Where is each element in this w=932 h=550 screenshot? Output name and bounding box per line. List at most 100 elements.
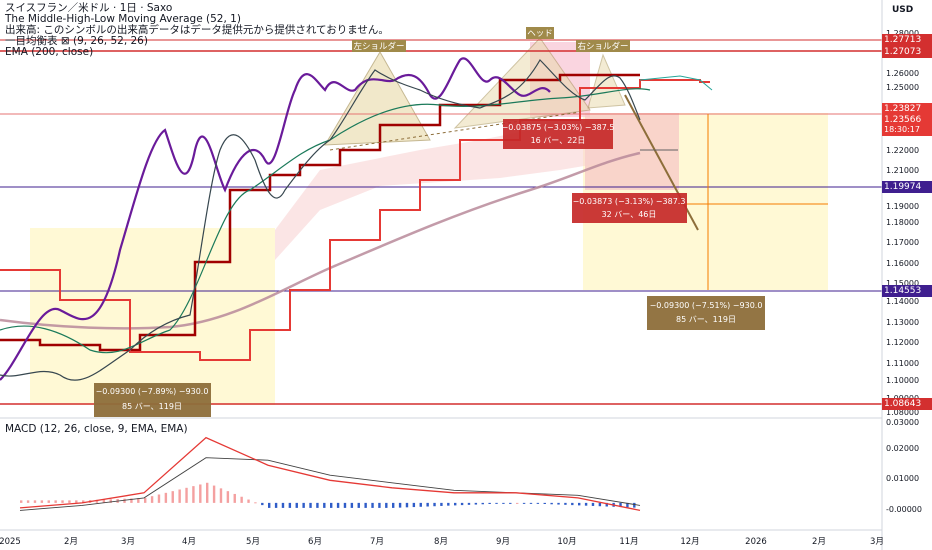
macd-title: MACD (12, 26, close, 9, EMA, EMA) [5,423,188,435]
price-tick-label: 1.19000 [886,202,919,211]
macd-histogram-bar [371,502,374,508]
macd-histogram-bar [336,502,340,508]
price-badge-119974: 1.19974 [882,181,932,193]
price-tick-label: 1.21000 [886,166,919,175]
macd-histogram-bar [454,502,457,506]
measure-3-line1: −0.09300 (−7.51%) −930.0 [650,301,763,310]
macd-histogram-bar [626,502,629,508]
macd-histogram-bar [295,502,298,508]
macd-histogram-bar [309,502,312,508]
macd-tick-label: 0.02000 [886,444,919,453]
macd-histogram-bar [130,498,133,503]
macd-histogram-bar [330,502,333,508]
macd-histogram-bar [178,489,181,503]
price-tick-label: 1.13000 [886,318,919,327]
macd-histogram-bar [571,502,574,506]
macd-histogram-bar [274,502,278,508]
price-badge-108643: 1.08643 [882,398,932,410]
macd-histogram-bar [281,502,285,508]
macd-tick-label: 0.01000 [886,474,919,483]
left-shoulder-label: 左ショルダー [353,41,404,52]
macd-histogram-bar [247,499,250,503]
macd-histogram-bar [157,494,161,503]
macd-histogram-bar [543,502,546,504]
macd-histogram-bar [261,502,264,506]
price-axis-ticks: 1.28000 1.26000 1.25000 1.22000 1.21000 1.190… [886,29,919,417]
time-tick-label: 12月 [680,537,699,547]
price-tick-label: 1.10000 [886,376,919,385]
macd-histogram-bar [419,502,422,507]
macd-histogram-bar [212,485,216,503]
volume-notice: 出来高: このシンボルの出来高データはデータ提供元から提供されておりません。 [5,24,389,36]
right-shoulder-label: 右ショルダー [577,41,628,52]
macd-histogram-bar [240,496,243,503]
head-label-box [526,27,554,39]
macd-histogram-bar [343,502,347,508]
right-shoulder-triangle [587,53,626,109]
price-tick-label: 1.22000 [886,146,919,155]
time-tick-label: 7月 [370,537,384,547]
measure-2-line1: −0.03873 (−3.13%) −387.3 [573,197,686,206]
macd-histogram-bar [164,492,168,503]
chikou-line [0,57,551,381]
measure-box-1-bg [503,119,613,149]
time-tick-label: 2026 [745,537,767,547]
macd-histogram-bar [522,502,526,504]
measure-3-line2: 85 バー、119日 [676,315,736,324]
macd-histogram-bar [40,500,44,503]
time-tick-label: 2月 [64,537,78,547]
macd-histogram-bar [54,500,57,503]
macd-line [19,436,641,512]
price-tick-label: 1.25000 [886,83,919,92]
indicator-ichimoku: 一目均衡表 ⊠ (9, 26, 52, 26) [5,35,148,47]
macd-histogram-bar [288,502,292,508]
macd-histogram-bar [316,502,319,508]
macd-histogram-bar [433,502,436,507]
macd-histogram-bar [102,499,106,503]
time-tick-label: 4月 [182,537,196,547]
macd-histogram-bar [509,502,512,504]
macd-signal-line [19,457,641,511]
tenkan-line [0,88,651,354]
price-tick-label: 1.16000 [886,259,919,268]
time-tick-label: 8月 [434,537,448,547]
price-badge-123827: 1.23827 [882,103,932,115]
neckline [329,111,581,151]
macd-histogram-bar [75,500,78,503]
macd-histogram-bar [564,502,567,505]
macd-histogram-bar [378,502,381,508]
head-label: ヘッド [527,29,553,39]
macd-histogram-bar [144,497,147,503]
ichimoku-cloud [275,118,620,260]
price-line [0,59,641,381]
macd-histogram-bar [460,502,464,506]
measure-4-line2: 85 バー、119日 [122,402,182,411]
price-tick-label: 1.18000 [886,218,919,227]
macd-histogram-bar [447,502,450,506]
measure-2-line2: 32 バー、46日 [602,210,657,219]
macd-histogram-bar [495,502,498,504]
macd-histogram-bar [412,502,416,508]
macd-histogram-bar [254,502,257,504]
time-tick-label: 11月 [619,537,638,547]
time-tick-label: 5月 [246,537,260,547]
macd-tick-label: -0.00000 [886,505,922,514]
macd-histogram-bar [171,491,174,503]
right-shoulder-label-box [576,40,630,52]
indicator-mhl: The Middle-High-Low Moving Average (52, … [5,13,241,25]
macd-histogram-bar [481,502,484,505]
macd-histogram-bar [584,502,588,506]
macd-histogram-bar [364,502,367,508]
macd-histogram-bar [47,500,50,503]
annotation-labels: 左ショルダー ヘッド 右ショルダー [352,27,630,52]
macd-histogram-bar [233,493,236,503]
macd-histogram-bar [502,502,505,504]
macd-histogram-bar [591,502,595,506]
macd-histogram-bar [619,502,622,508]
macd-histogram-bar [598,502,602,507]
macd-histogram-bar [20,500,23,503]
macd-histogram-layer [19,436,641,512]
macd-histogram-bar [357,502,360,508]
price-tick-label: 1.26000 [886,69,919,78]
